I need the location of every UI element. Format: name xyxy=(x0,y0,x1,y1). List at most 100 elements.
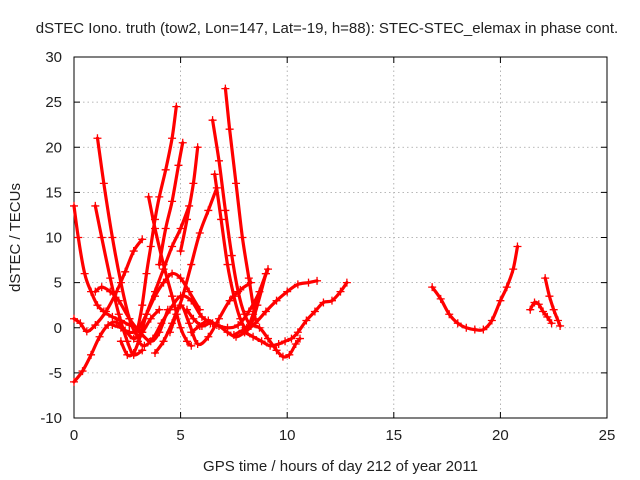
data-point-marker xyxy=(549,305,558,314)
data-point-marker xyxy=(319,298,328,307)
data-point-marker xyxy=(236,314,245,323)
data-point-marker xyxy=(161,165,170,174)
data-point-marker xyxy=(214,321,223,330)
data-point-marker xyxy=(136,332,145,341)
y-axis-label: dSTEC / TECUs xyxy=(7,183,24,292)
y-tick-label: -5 xyxy=(49,365,62,382)
y-tick-label: -10 xyxy=(40,410,62,427)
data-point-marker xyxy=(129,334,138,343)
data-point-marker xyxy=(161,224,170,233)
data-point-marker xyxy=(99,179,108,188)
x-tick-label: 0 xyxy=(70,427,78,444)
data-point-marker xyxy=(287,334,296,343)
data-point-marker xyxy=(234,287,243,296)
data-point-marker xyxy=(295,334,304,343)
data-point-marker xyxy=(176,224,185,233)
data-point-marker xyxy=(545,292,554,301)
data-point-marker xyxy=(487,316,496,325)
data-point-marker xyxy=(182,337,191,346)
data-point-marker xyxy=(168,269,177,278)
data-point-marker xyxy=(108,233,117,242)
data-point-marker xyxy=(76,319,85,328)
data-point-marker xyxy=(148,334,157,343)
data-point-marker xyxy=(108,312,117,321)
data-point-marker xyxy=(159,337,168,346)
data-point-marker xyxy=(116,337,125,346)
data-point-marker xyxy=(227,251,236,260)
data-point-marker xyxy=(106,274,115,283)
data-point-marker xyxy=(502,283,511,292)
data-point-marker xyxy=(187,296,196,305)
data-point-marker xyxy=(225,296,234,305)
data-point-marker xyxy=(97,283,106,292)
data-point-marker xyxy=(129,247,138,256)
data-point-marker xyxy=(133,323,142,332)
y-tick-label: 20 xyxy=(45,139,62,156)
y-tick-label: 10 xyxy=(45,230,62,247)
data-point-marker xyxy=(95,332,104,341)
data-point-marker xyxy=(214,156,223,165)
data-point-marker xyxy=(278,352,287,361)
data-point-marker xyxy=(172,102,181,111)
data-point-marker xyxy=(176,323,185,332)
data-point-marker xyxy=(206,319,215,328)
data-point-marker xyxy=(106,287,115,296)
data-point-marker xyxy=(168,197,177,206)
data-point-marker xyxy=(293,280,302,289)
data-point-marker xyxy=(556,321,565,330)
data-point-marker xyxy=(193,143,202,152)
data-point-marker xyxy=(539,307,548,316)
data-point-marker xyxy=(187,328,196,337)
data-point-marker xyxy=(168,242,177,251)
x-axis-label: GPS time / hours of day 212 of year 2011 xyxy=(203,458,478,475)
data-point-marker xyxy=(238,326,247,335)
data-point-marker xyxy=(246,321,255,330)
data-point-marker xyxy=(182,215,191,224)
data-point-marker xyxy=(214,314,223,323)
data-point-marker xyxy=(116,278,125,287)
data-point-marker xyxy=(530,298,539,307)
data-point-marker xyxy=(238,233,247,242)
data-point-marker xyxy=(185,319,194,328)
data-point-marker xyxy=(114,296,123,305)
data-point-marker xyxy=(229,292,238,301)
data-point-marker xyxy=(257,337,266,346)
data-point-marker xyxy=(176,274,185,283)
data-point-marker xyxy=(249,310,258,319)
data-point-marker xyxy=(146,314,155,323)
y-tick-label: 0 xyxy=(54,320,62,337)
series-line-24 xyxy=(528,300,554,325)
data-point-marker xyxy=(232,179,241,188)
data-point-marker xyxy=(93,301,102,310)
series-line-23 xyxy=(430,244,520,332)
data-point-marker xyxy=(327,296,336,305)
data-point-marker xyxy=(70,377,78,386)
data-point-marker xyxy=(151,349,160,358)
data-point-marker xyxy=(310,307,319,316)
data-point-marker xyxy=(157,319,166,328)
data-point-marker xyxy=(70,201,78,210)
data-point-marker xyxy=(204,206,213,215)
data-point-marker xyxy=(91,201,100,210)
data-point-marker xyxy=(108,321,117,330)
data-point-marker xyxy=(479,325,488,334)
data-series xyxy=(70,84,565,386)
data-point-marker xyxy=(133,337,142,346)
chart-title: dSTEC Iono. truth (tow2, Lon=147, Lat=-1… xyxy=(36,20,618,37)
data-point-marker xyxy=(453,319,462,328)
data-point-marker xyxy=(283,287,292,296)
data-point-marker xyxy=(151,224,160,233)
data-point-marker xyxy=(496,296,505,305)
data-point-marker xyxy=(138,346,147,355)
data-point-marker xyxy=(176,301,185,310)
data-point-marker xyxy=(101,307,110,316)
data-point-marker xyxy=(138,301,147,310)
x-tick-label: 10 xyxy=(279,427,296,444)
data-point-marker xyxy=(78,367,87,376)
data-point-marker xyxy=(91,287,100,296)
series-line-1 xyxy=(72,204,140,330)
series-line-2 xyxy=(72,237,144,333)
y-tick-label: 15 xyxy=(45,184,62,201)
y-tick-label: 5 xyxy=(54,275,62,292)
